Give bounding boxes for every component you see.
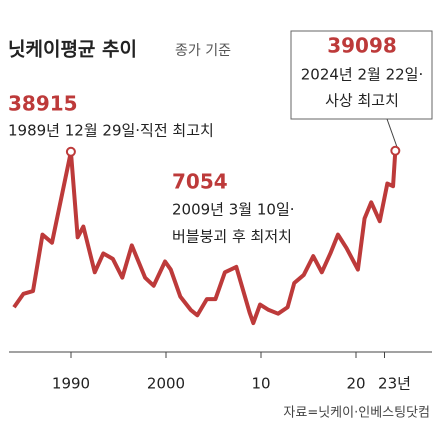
annotation-text: 2024년 2월 22일· (301, 66, 424, 84)
source: 자료=닛케이·인베스팅닷컴 (283, 406, 430, 421)
x-tick-label: 1990 (52, 375, 90, 393)
x-tick-label: 10 (251, 375, 270, 393)
x-tick-label: 20 (346, 375, 365, 393)
annotation-value: 38915 (8, 92, 78, 116)
chart-subtitle: 종가 기준 (175, 43, 231, 59)
annotation-value: 39098 (327, 34, 397, 58)
peak-marker (65, 146, 76, 157)
chart-title: 닛케이평균 추이 (8, 39, 137, 61)
x-tick-label: 2000 (147, 375, 185, 393)
x-tick-label: 23년 (378, 375, 411, 393)
peak-marker (390, 145, 401, 156)
line (12, 149, 398, 326)
annotation-text: 1989년 12월 29일·직전 최고치 (8, 122, 214, 140)
annotation-connector (386, 118, 398, 148)
annotation-text: 버블붕괴 후 최저치 (172, 228, 292, 246)
annotation-text: 2009년 3월 10일· (172, 201, 295, 219)
plot (12, 145, 401, 326)
annotation-text: 사상 최고치 (325, 92, 399, 110)
annotation-value: 7054 (172, 170, 228, 194)
annotation-box (290, 30, 433, 120)
